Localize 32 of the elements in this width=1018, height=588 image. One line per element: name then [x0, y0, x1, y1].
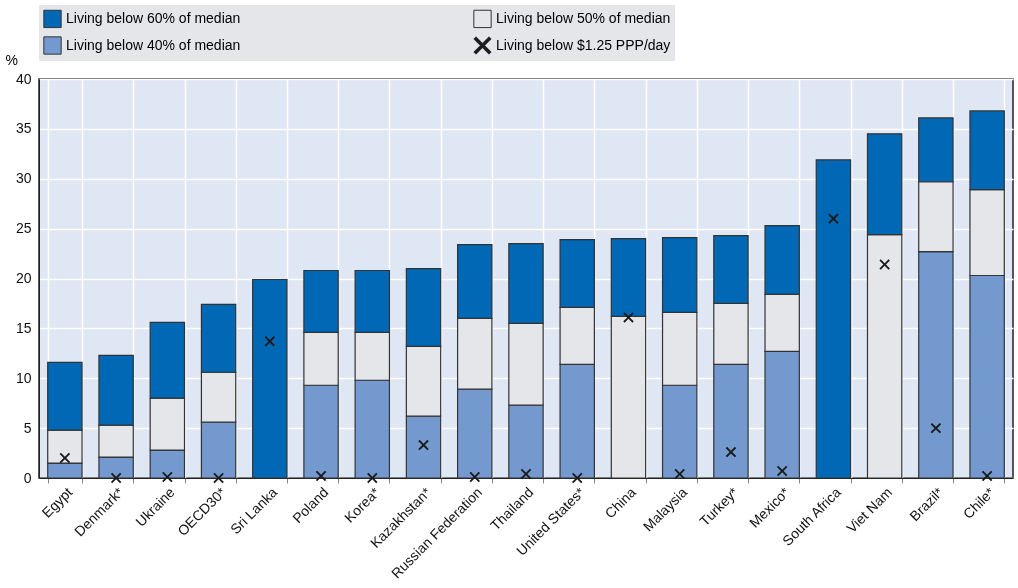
point	[828, 213, 839, 224]
point	[725, 446, 737, 458]
legend-label: Living below 40% of median	[66, 36, 241, 53]
point	[315, 470, 327, 482]
point	[981, 470, 993, 482]
point	[264, 336, 276, 347]
y-tick-label: 10	[15, 369, 32, 386]
y-tick-label: 30	[15, 170, 32, 187]
y-axis-title: %	[5, 51, 18, 68]
point	[367, 472, 378, 484]
legend-label: Living below $1.25 PPP/day	[496, 36, 671, 53]
point	[469, 471, 481, 483]
point	[520, 468, 532, 480]
point	[110, 472, 122, 484]
legend-label: Living below 50% of median	[496, 9, 671, 26]
point	[776, 465, 788, 477]
y-tick-label: 40	[15, 70, 32, 87]
point	[879, 259, 890, 270]
legend-label: Living below 60% of median	[66, 9, 241, 26]
y-tick-label: 25	[15, 220, 32, 237]
point	[674, 468, 685, 480]
point	[571, 472, 583, 484]
bar	[252, 278, 288, 479]
bar	[815, 159, 852, 479]
point	[930, 422, 942, 434]
point	[59, 452, 71, 464]
y-tick-label: 15	[15, 319, 32, 336]
y-tick-label: 0	[23, 469, 32, 486]
y-tick-label: 5	[23, 419, 32, 436]
y-tick-label: 35	[15, 120, 32, 137]
point	[623, 312, 634, 323]
y-tick-label: 20	[15, 270, 32, 286]
